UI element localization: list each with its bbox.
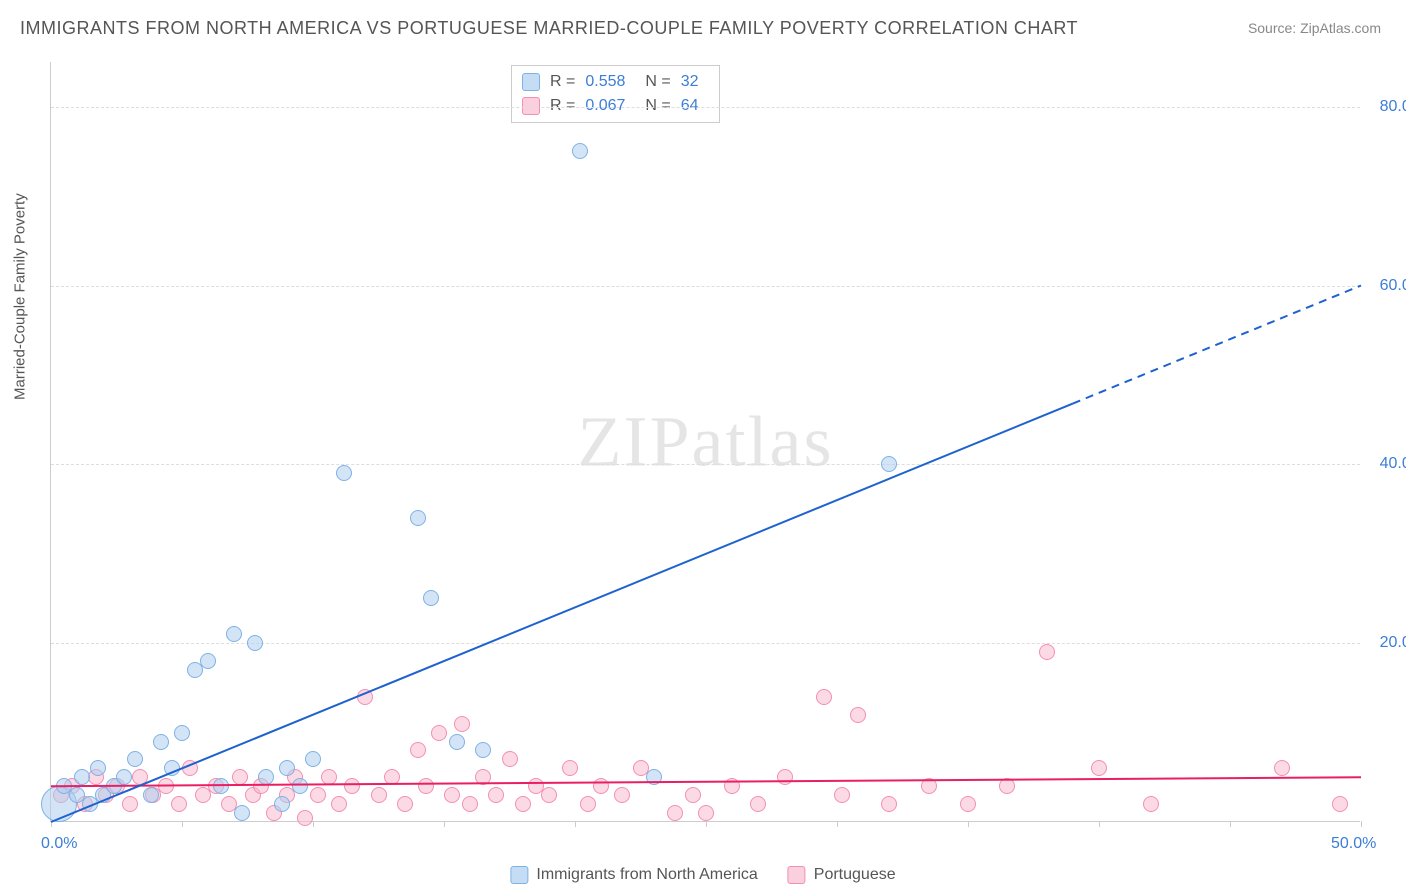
y-tick-label: 20.0% <box>1380 634 1406 652</box>
y-tick-label: 40.0% <box>1380 455 1406 473</box>
series-legend: Immigrants from North America Portuguese <box>510 866 895 884</box>
legend-label-pink: Portuguese <box>814 866 896 884</box>
x-tick-label: 0.0% <box>41 835 77 853</box>
x-tick-label: 50.0% <box>1331 835 1376 853</box>
legend-swatch-pink-icon <box>788 866 806 884</box>
legend-item-blue: Immigrants from North America <box>510 866 757 884</box>
chart-title: IMMIGRANTS FROM NORTH AMERICA VS PORTUGU… <box>20 18 1078 39</box>
x-tick <box>1361 821 1362 827</box>
legend-swatch-blue-icon <box>510 866 528 884</box>
y-tick-label: 60.0% <box>1380 277 1406 295</box>
trend-line <box>51 62 1361 822</box>
y-tick-label: 80.0% <box>1380 98 1406 116</box>
y-axis-label: Married-Couple Family Poverty <box>12 193 29 400</box>
legend-item-pink: Portuguese <box>788 866 896 884</box>
source-attribution: Source: ZipAtlas.com <box>1248 20 1381 36</box>
chart-container: IMMIGRANTS FROM NORTH AMERICA VS PORTUGU… <box>0 0 1406 892</box>
plot-area: ZIPatlas R = 0.558 N = 32 R = 0.067 N = … <box>50 62 1360 822</box>
legend-label-blue: Immigrants from North America <box>536 866 757 884</box>
